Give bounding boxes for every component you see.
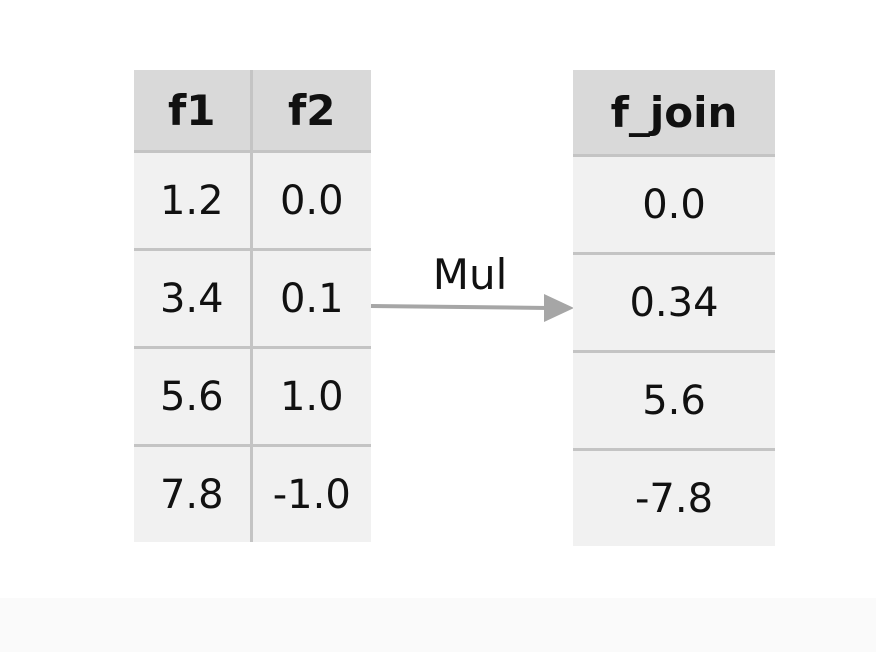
output-table: f_join 0.0 0.34 5.6 -7.8 [573, 70, 775, 546]
table-row: 0.0 [573, 155, 775, 254]
table-row: 3.4 0.1 [134, 248, 371, 348]
input-table: f1 f2 1.2 0.0 3.4 0.1 5.6 1.0 7.8 -1.0 [134, 70, 371, 542]
cell-f-join: 5.6 [573, 350, 775, 450]
cell-f1: 7.8 [134, 444, 251, 542]
table-row: 1.2 0.0 [134, 151, 371, 250]
table-row: 0.34 [573, 252, 775, 352]
table-row: 5.6 1.0 [134, 346, 371, 446]
bottom-strip [0, 598, 876, 652]
cell-f-join: 0.0 [573, 155, 775, 254]
cell-f1: 1.2 [134, 151, 251, 250]
cell-f2: 0.0 [249, 151, 371, 250]
cell-f1: 3.4 [134, 248, 251, 348]
table-row: 5.6 [573, 350, 775, 450]
operation-label: Mul [432, 250, 508, 299]
cell-f2: 0.1 [249, 248, 371, 348]
cell-f2: -1.0 [249, 444, 371, 542]
cell-f-join: -7.8 [573, 448, 775, 546]
header-f1: f1 [134, 70, 251, 153]
table-row: 7.8 -1.0 [134, 444, 371, 542]
cell-f-join: 0.34 [573, 252, 775, 352]
cell-f1: 5.6 [134, 346, 251, 446]
output-table-header-row: f_join [573, 70, 775, 157]
header-f-join: f_join [573, 70, 775, 157]
cell-f2: 1.0 [249, 346, 371, 446]
input-table-header-row: f1 f2 [134, 70, 371, 153]
table-row: -7.8 [573, 448, 775, 546]
header-f2: f2 [249, 70, 371, 153]
